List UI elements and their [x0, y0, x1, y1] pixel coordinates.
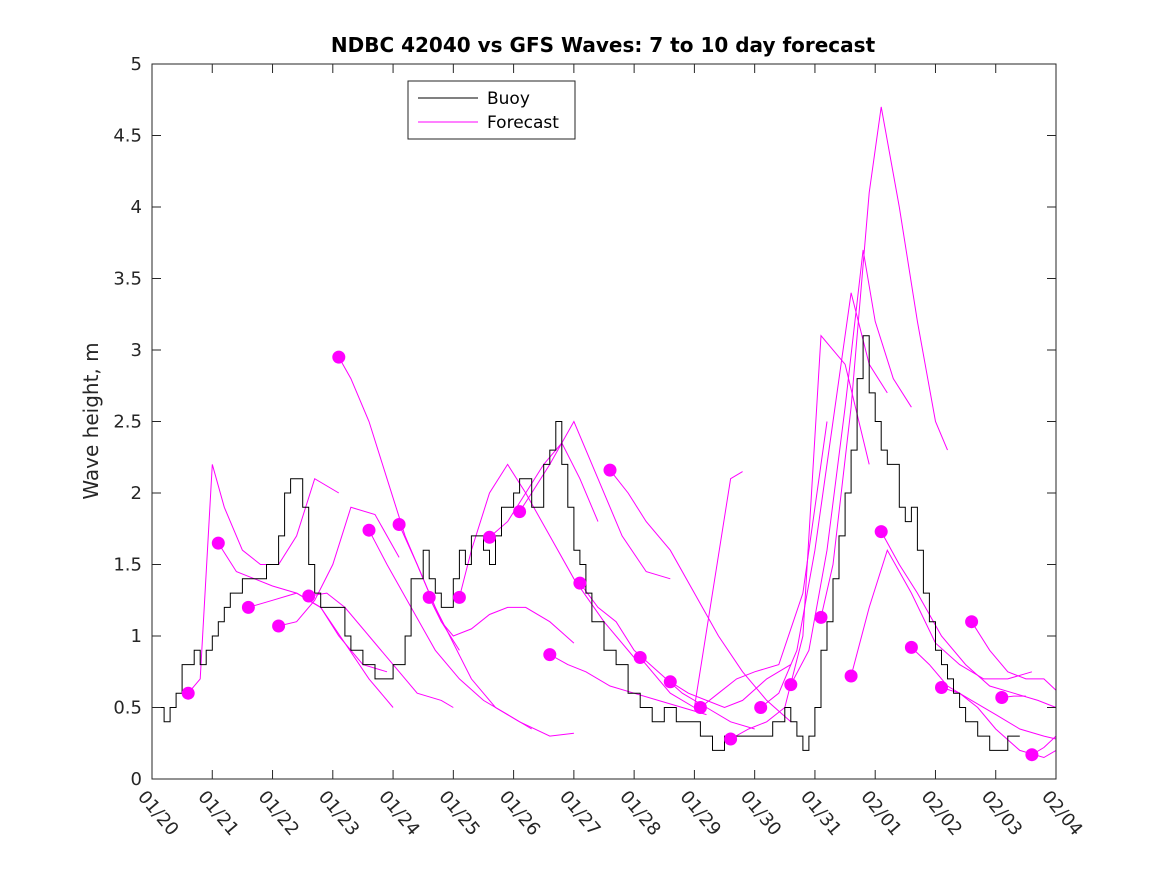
- y-tick-label: 0: [131, 769, 142, 790]
- forecast-marker-6: [332, 350, 346, 364]
- forecast-line-17: [670, 664, 792, 709]
- legend: Buoy Forecast: [407, 80, 576, 140]
- forecast-marker-29: [1025, 748, 1039, 762]
- forecast-marker-17: [663, 675, 677, 689]
- forecast-marker-16: [633, 651, 647, 664]
- forecast-line-20: [760, 292, 888, 708]
- data-layer: [152, 106, 1057, 762]
- forecast-marker-12: [513, 505, 527, 519]
- forecast-marker-26: [935, 681, 948, 694]
- legend-forecast-label: Forecast: [487, 113, 559, 133]
- forecast-marker-5: [302, 589, 316, 603]
- forecast-marker-21: [784, 678, 798, 692]
- y-tick-label: 4.5: [113, 126, 142, 147]
- forecast-marker-23: [844, 669, 858, 683]
- forecast-marker-9: [422, 590, 436, 604]
- forecast-marker-14: [573, 576, 587, 590]
- forecast-line-4: [278, 506, 400, 627]
- forecast-line-24: [880, 531, 1057, 708]
- legend-box: [407, 80, 576, 140]
- y-tick-label: 0.5: [113, 698, 142, 719]
- forecast-marker-11: [483, 530, 496, 544]
- forecast-marker-4: [272, 619, 286, 633]
- forecast-marker-1: [181, 686, 195, 700]
- forecast-line-13: [549, 654, 707, 716]
- forecast-marker-18: [693, 701, 707, 714]
- forecast-line-19: [730, 334, 870, 740]
- forecast-marker-28: [995, 691, 1009, 704]
- forecast-line-18: [700, 421, 828, 708]
- forecast-marker-15: [603, 463, 617, 477]
- forecast-line-25: [911, 647, 1057, 740]
- forecast-marker-10: [452, 590, 466, 604]
- y-tick-label: 2.5: [113, 412, 142, 433]
- forecast-line-12: [519, 420, 671, 580]
- y-tick-label: 3.5: [113, 269, 142, 290]
- y-axis-label: Wave height, m: [79, 342, 103, 499]
- forecast-line-5: [308, 592, 454, 708]
- y-tick-label: 1.5: [113, 555, 142, 576]
- chart-title: NDBC 42040 vs GFS Waves: 7 to 10 day for…: [331, 33, 876, 57]
- forecast-marker-19: [724, 732, 738, 746]
- forecast-marker-27: [965, 615, 979, 629]
- forecast-marker-22: [814, 610, 828, 624]
- forecast-line-21: [790, 249, 912, 685]
- forecast-line-22: [820, 106, 948, 618]
- forecast-marker-7: [362, 523, 376, 537]
- forecast-marker-3: [241, 600, 255, 614]
- forecast-line-27: [971, 621, 1057, 691]
- plot-frame: [151, 63, 1057, 780]
- y-tick-label: 4: [131, 197, 142, 218]
- forecast-marker-24: [874, 525, 888, 539]
- y-tick-label: 1: [131, 626, 142, 647]
- buoy-line: [152, 335, 1020, 751]
- y-tick-label: 2: [131, 483, 142, 504]
- forecast-marker-8: [392, 518, 406, 531]
- forecast-line-9: [428, 597, 575, 644]
- forecast-marker-20: [754, 701, 768, 714]
- plot-area: [152, 64, 1056, 779]
- forecast-marker-2: [211, 536, 225, 550]
- forecast-marker-13: [543, 648, 557, 662]
- forecast-line-15: [609, 469, 792, 723]
- legend-buoy-label: Buoy: [487, 89, 530, 109]
- forecast-marker-25: [904, 640, 918, 654]
- y-tick-label: 3: [131, 340, 142, 361]
- y-tick-label: 5: [131, 54, 142, 75]
- forecast-line-14: [579, 582, 755, 730]
